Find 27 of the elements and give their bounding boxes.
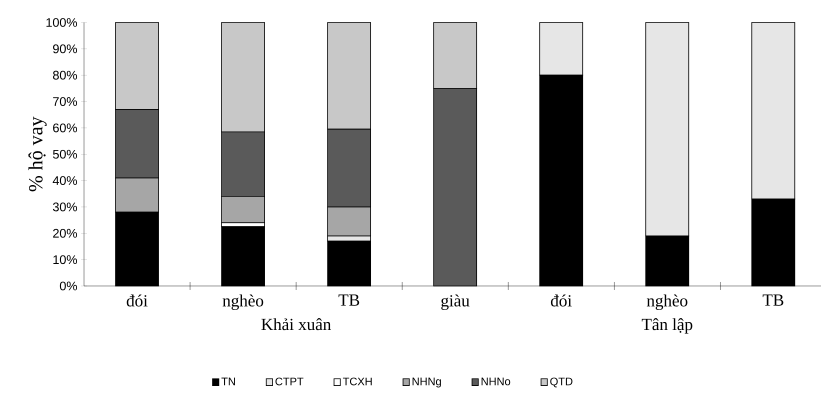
y-tick-label: 30% [52, 202, 78, 212]
text: Khải xuân [261, 318, 332, 330]
y-axis-title: % hộ vay [28, 116, 47, 192]
y-tick-label: 50% [52, 150, 78, 159]
legend-label: TN [221, 378, 235, 386]
x-tick-label: nghèo [222, 294, 264, 310]
legend-label: NHNo [482, 378, 510, 386]
y-tick-label: 10% [53, 255, 78, 264]
legend-label: CTPT [275, 378, 304, 386]
x-tick-label: đói [550, 294, 572, 307]
x-tick-label: TB [762, 294, 784, 306]
legend-label: QTD [550, 378, 572, 388]
text: Tân lập [642, 318, 692, 334]
y-tick-label: 40% [52, 176, 78, 186]
legend-label: NHNg [412, 378, 441, 388]
y-tick-label: 0% [60, 282, 78, 290]
legend-label: TCXH [342, 378, 372, 386]
y-tick-label: 20% [53, 228, 78, 238]
y-tick-label: 100% [46, 18, 78, 27]
y-tick-label: 60% [53, 123, 78, 132]
x-tick-label: nghèo [646, 294, 688, 310]
y-tick-label: 70% [53, 97, 78, 106]
x-tick-label: giàu [441, 294, 470, 310]
x-tick-label: đói [126, 294, 148, 307]
y-tick-label: 80% [53, 70, 78, 80]
y-tick-label: 90% [53, 44, 78, 54]
x-tick-label: TB [338, 294, 360, 306]
